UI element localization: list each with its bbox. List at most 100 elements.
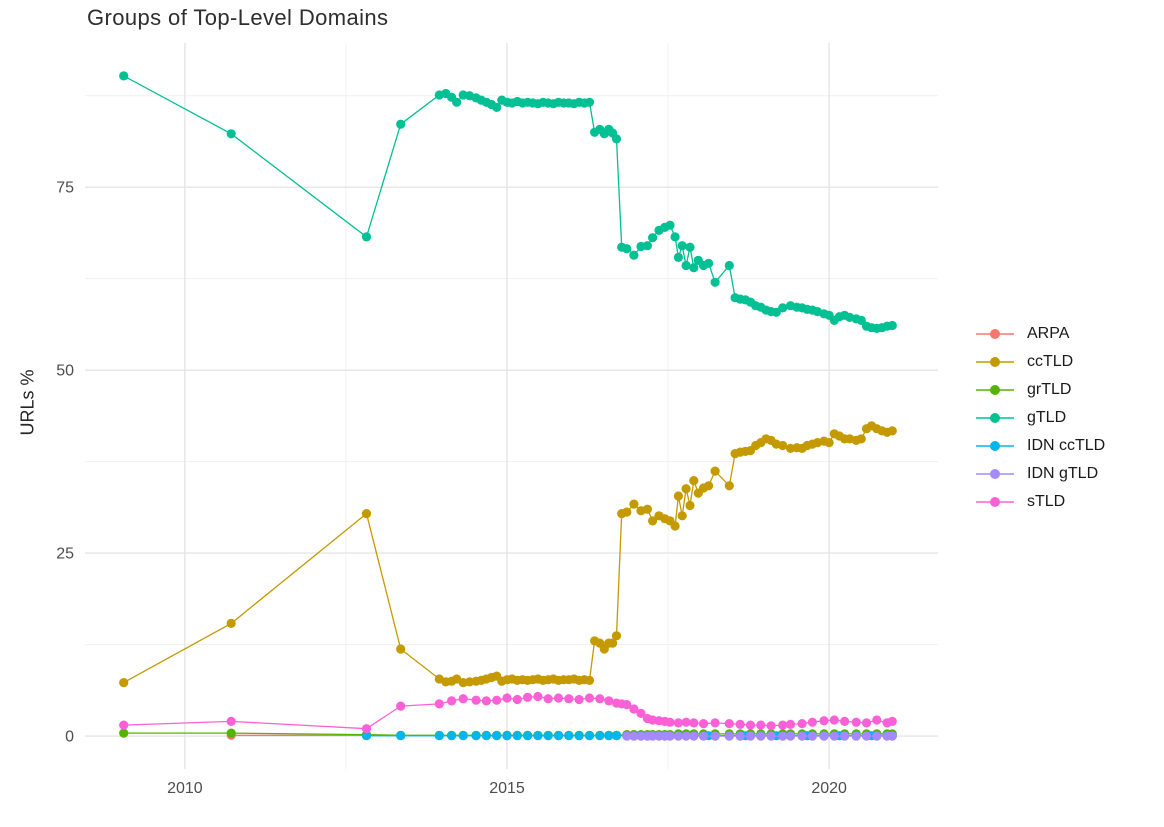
series-sTLD xyxy=(119,691,897,734)
legend-key-icon xyxy=(976,329,1014,339)
legend-label: sTLD xyxy=(1027,493,1066,510)
data-point xyxy=(447,696,457,706)
data-point xyxy=(629,499,639,509)
data-point xyxy=(797,731,807,741)
data-point xyxy=(584,97,595,107)
data-point xyxy=(636,731,646,741)
series-ARPA xyxy=(226,730,372,740)
legend-key-icon xyxy=(976,385,1014,395)
data-point xyxy=(584,731,595,741)
data-point xyxy=(681,731,691,741)
data-point xyxy=(681,260,691,271)
data-point xyxy=(523,692,533,702)
series-line xyxy=(123,75,893,330)
y-tick-label: 25 xyxy=(56,546,74,563)
y-tick-label: 50 xyxy=(56,363,74,380)
legend-dot-icon xyxy=(990,385,1000,395)
legend-dot-icon xyxy=(990,497,1000,507)
legend-item-sTLD: sTLD xyxy=(975,488,1105,516)
legend-item-ccTLD: ccTLD xyxy=(975,348,1105,376)
data-point xyxy=(543,694,553,704)
data-point xyxy=(665,731,675,741)
data-point xyxy=(481,696,491,706)
data-point xyxy=(681,484,691,494)
legend-item-ARPA: ARPA xyxy=(975,320,1105,348)
data-point xyxy=(434,699,444,709)
legend-key-icon xyxy=(976,469,1014,479)
x-tick-label: 2010 xyxy=(167,780,203,797)
data-point xyxy=(807,731,818,741)
data-point xyxy=(584,693,595,703)
data-point xyxy=(756,720,766,730)
data-point xyxy=(119,678,129,688)
data-point xyxy=(685,500,695,511)
data-point xyxy=(574,694,584,705)
data-point xyxy=(361,724,372,734)
data-point xyxy=(710,731,720,741)
data-point xyxy=(361,232,372,242)
data-point xyxy=(471,731,481,741)
data-point xyxy=(861,731,872,741)
data-point xyxy=(689,731,699,741)
data-point xyxy=(681,717,691,727)
data-point xyxy=(533,691,543,702)
chart-title: Groups of Top-Level Domains xyxy=(87,5,389,30)
legend-label: gTLD xyxy=(1027,409,1067,426)
data-point xyxy=(629,704,639,714)
y-tick-label: 0 xyxy=(65,729,74,746)
legend-item-IDN-ccTLD: IDN ccTLD xyxy=(975,432,1105,460)
y-tick-label: 75 xyxy=(56,180,74,197)
data-point xyxy=(584,675,595,686)
data-point xyxy=(785,719,796,730)
data-point xyxy=(622,700,632,710)
data-point xyxy=(872,731,882,741)
data-point xyxy=(735,731,745,741)
legend-item-IDN-gTLD: IDN gTLD xyxy=(975,460,1105,488)
data-point xyxy=(673,252,684,262)
data-point xyxy=(648,233,658,243)
data-point xyxy=(698,719,709,729)
data-point xyxy=(481,731,491,741)
data-point xyxy=(665,717,675,727)
data-point xyxy=(785,731,796,741)
data-point xyxy=(887,426,897,436)
data-point xyxy=(771,307,781,317)
data-point xyxy=(458,694,468,704)
data-point xyxy=(553,731,564,741)
legend-label: ccTLD xyxy=(1027,353,1074,370)
data-point xyxy=(458,731,468,741)
data-point xyxy=(226,129,236,139)
data-point xyxy=(677,241,687,251)
data-point xyxy=(636,708,646,719)
data-point xyxy=(564,694,574,704)
data-point xyxy=(745,731,756,741)
data-point xyxy=(665,220,675,230)
data-point xyxy=(622,731,632,741)
legend-dot-icon xyxy=(990,441,1000,451)
y-axis-label: URLs % xyxy=(17,369,38,436)
data-point xyxy=(745,720,756,730)
data-point xyxy=(670,521,680,531)
data-point xyxy=(766,721,776,731)
data-point xyxy=(119,720,129,730)
data-point xyxy=(595,694,605,704)
data-point xyxy=(824,438,834,448)
legend-key-icon xyxy=(976,441,1014,451)
data-point xyxy=(533,731,543,741)
legend-dot-icon xyxy=(990,329,1000,339)
data-point xyxy=(564,731,574,741)
legend-key-icon xyxy=(976,413,1014,423)
data-point xyxy=(840,731,850,741)
data-point xyxy=(492,695,502,705)
data-point xyxy=(704,258,714,268)
data-point xyxy=(861,718,872,728)
data-point xyxy=(502,693,512,703)
data-point xyxy=(608,638,618,648)
data-point xyxy=(829,715,839,725)
data-point xyxy=(512,731,522,741)
data-point xyxy=(872,715,882,725)
series-line xyxy=(123,425,893,684)
legend-label: grTLD xyxy=(1027,381,1072,398)
series-IDN-gTLD xyxy=(622,731,897,741)
